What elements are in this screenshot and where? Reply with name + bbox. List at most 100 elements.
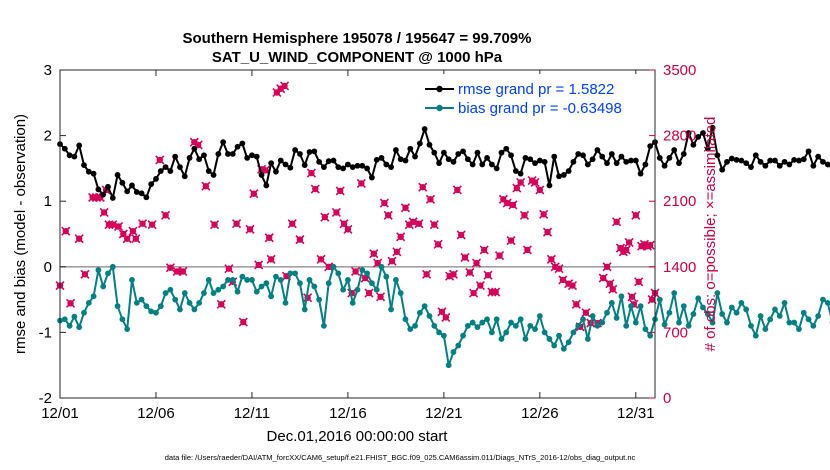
- obs-assimilated-marker: [393, 248, 401, 256]
- bias-point: [86, 300, 92, 306]
- obs-assimilated-marker: [352, 267, 360, 275]
- rmse-point: [369, 175, 375, 181]
- obs-assimilated-marker: [466, 268, 474, 276]
- bias-point: [451, 349, 457, 355]
- rmse-point: [643, 162, 649, 168]
- bias-point: [518, 316, 524, 322]
- rmse-point: [475, 150, 481, 156]
- bias-point: [796, 326, 802, 332]
- rmse-point: [148, 181, 154, 187]
- obs-assimilated-marker: [307, 169, 315, 177]
- obs-assimilated-marker: [75, 235, 83, 243]
- bias-point: [196, 300, 202, 306]
- bias-point: [599, 320, 605, 326]
- rmse-point: [662, 163, 668, 169]
- bias-point: [331, 264, 337, 270]
- bias-point: [321, 323, 327, 329]
- rmse-point: [153, 176, 159, 182]
- bias-point: [412, 323, 418, 329]
- rmse-point: [268, 160, 274, 166]
- obs-assimilated-marker: [115, 223, 123, 231]
- bias-point: [254, 289, 260, 295]
- legend-rmse-marker: [436, 86, 442, 92]
- y-right-tick-label: 0: [663, 390, 671, 407]
- obs-assimilated-marker: [365, 289, 373, 297]
- y-tick-label: 1: [44, 193, 52, 210]
- bias-point: [326, 280, 332, 286]
- obs-assimilated-marker: [62, 227, 70, 235]
- bias-point: [273, 274, 279, 280]
- bias-point: [580, 316, 586, 322]
- bias-point: [398, 290, 404, 296]
- x-tick-label: 12/16: [329, 405, 367, 422]
- bias-point: [355, 287, 361, 293]
- x-tick-label: 12/31: [617, 405, 655, 422]
- obs-assimilated-marker: [423, 270, 431, 278]
- rmse-point: [62, 146, 68, 152]
- bias-point: [369, 280, 375, 286]
- rmse-point: [239, 141, 245, 147]
- bias-point: [278, 277, 284, 283]
- rmse-point: [76, 143, 82, 149]
- obs-assimilated-marker: [517, 178, 525, 186]
- rmse-point: [71, 154, 77, 160]
- obs-assimilated-marker: [344, 225, 352, 233]
- bias-point: [767, 316, 773, 322]
- obs-assimilated-marker: [156, 156, 164, 164]
- rmse-point: [259, 172, 265, 178]
- rmse-point: [489, 162, 495, 168]
- legend-bias-label: bias grand pr = -0.63498: [458, 100, 622, 117]
- rmse-point: [340, 166, 346, 172]
- bias-point: [628, 303, 634, 309]
- obs-assimilated-marker: [81, 270, 89, 278]
- bias-point: [743, 307, 749, 313]
- bias-point: [503, 330, 509, 336]
- obs-assimilated-marker: [582, 309, 590, 317]
- rmse-point: [604, 160, 610, 166]
- obs-assimilated-marker: [492, 288, 500, 296]
- bias-point: [609, 300, 615, 306]
- bias-point: [470, 320, 476, 326]
- rmse-point: [283, 162, 289, 168]
- rmse-point: [215, 151, 221, 157]
- obs-assimilated-marker: [507, 237, 515, 245]
- bias-point: [542, 330, 548, 336]
- bias-point: [446, 362, 452, 368]
- rmse-point: [671, 147, 677, 153]
- rmse-point: [273, 169, 279, 175]
- obs-assimilated-marker: [384, 211, 392, 219]
- obs-assimilated-marker: [67, 299, 75, 307]
- bias-point: [379, 264, 385, 270]
- chart-title: Southern Hemisphere 195078 / 195647 = 99…: [183, 30, 532, 47]
- bias-point: [71, 314, 77, 320]
- bias-point: [556, 333, 562, 339]
- bias-point: [782, 300, 788, 306]
- bias-point: [690, 311, 696, 317]
- rmse-point: [441, 150, 447, 156]
- rmse-point: [772, 158, 778, 164]
- rmse-point: [316, 159, 322, 165]
- x-tick-label: 12/01: [41, 405, 79, 422]
- rmse-point: [143, 194, 149, 200]
- rmse-point: [177, 164, 183, 170]
- rmse-point: [139, 190, 145, 196]
- footer-datafile: data file: /Users/raeder/DAI/ATM_forcXX/…: [165, 453, 636, 462]
- bias-point: [475, 324, 481, 330]
- bias-point: [220, 284, 226, 290]
- rmse-point: [806, 148, 812, 154]
- rmse-point: [163, 164, 169, 170]
- rmse-point: [666, 155, 672, 161]
- obs-assimilated-marker: [225, 265, 233, 273]
- y-right-tick-label: 2800: [663, 128, 696, 145]
- y-tick-label: 2: [44, 128, 52, 145]
- bias-point: [259, 284, 265, 290]
- obs-assimilated-marker: [461, 253, 469, 261]
- bias-point: [345, 277, 351, 283]
- rmse-point: [182, 173, 188, 179]
- obs-assimilated-marker: [317, 255, 325, 263]
- bias-point: [758, 313, 764, 319]
- obs-assimilated-marker: [100, 208, 108, 216]
- bias-point: [657, 297, 663, 303]
- obs-assimilated-marker: [426, 195, 434, 203]
- bias-point: [810, 323, 816, 329]
